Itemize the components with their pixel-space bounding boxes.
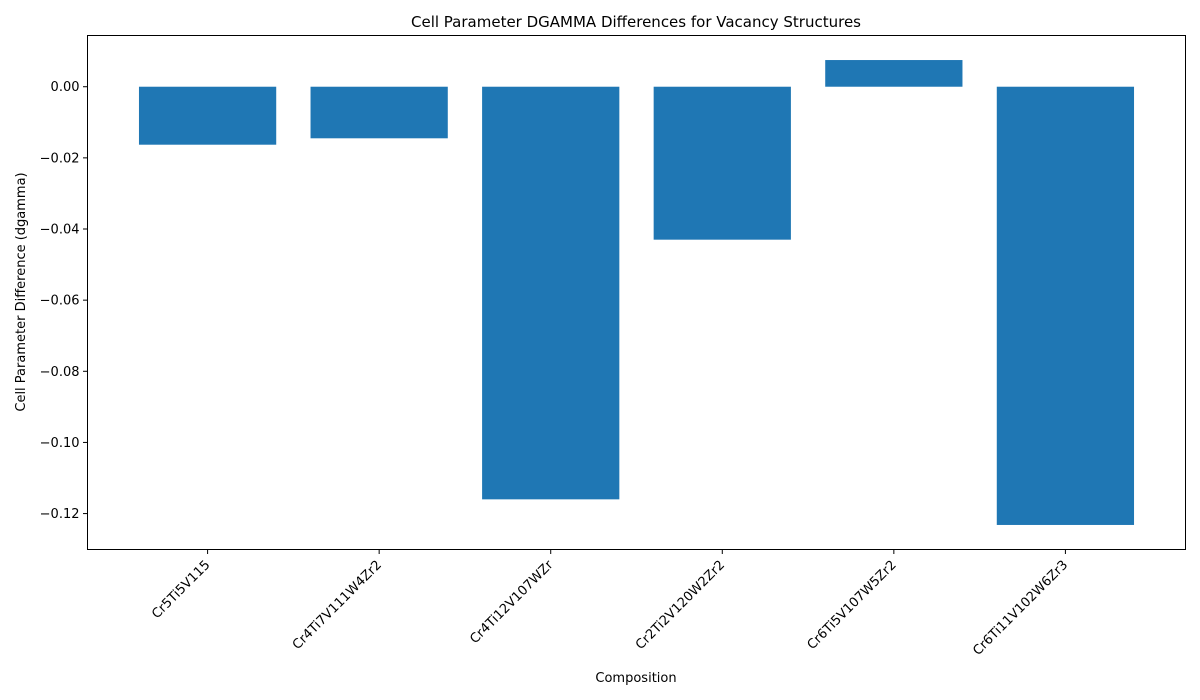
bar-cr4ti7v111w4zr2 (310, 86, 448, 139)
y-tick-label: −0.04 (40, 223, 80, 238)
x-tick-label: Cr4Ti12V107WZr (467, 557, 557, 647)
y-tick-label: −0.06 (40, 294, 80, 309)
y-tick-label: −0.10 (40, 436, 80, 451)
y-tick-label: −0.08 (40, 365, 80, 380)
bar-cr5ti5v115 (138, 86, 277, 145)
bar-cr2ti2v120w2zr2 (653, 86, 791, 240)
x-tick-label: Cr5Ti5V115 (149, 558, 213, 622)
bar-cr6ti11v102w6zr3 (996, 86, 1135, 525)
bar-cr6ti5v107w5zr2 (825, 60, 963, 87)
x-tick-label: Cr4Ti7V111W4Zr2 (290, 558, 385, 653)
plot-frame (87, 35, 1186, 550)
chart-title: Cell Parameter DGAMMA Differences for Va… (411, 13, 861, 31)
x-axis: Cr5Ti5V115 Cr4Ti7V111W4Zr2 Cr4Ti12V107WZr C… (149, 549, 1071, 659)
y-tick-label: −0.12 (40, 507, 80, 522)
x-tick-label: Cr2Ti2V120W2Zr2 (633, 558, 728, 653)
x-tick-label: Cr6Ti11V102W6Zr3 (970, 558, 1071, 659)
bars-layer (138, 60, 1135, 525)
x-axis-label: Composition (595, 671, 676, 686)
y-axis-label: Cell Parameter Difference (dgamma) (14, 172, 29, 411)
y-axis: 0.00 −0.02 −0.04 −0.06 −0.08 −0.10 −0.12 (40, 80, 88, 522)
y-tick-label: 0.00 (51, 80, 80, 95)
bar-cr4ti12v107wzr (482, 86, 620, 500)
y-tick-label: −0.02 (40, 151, 80, 166)
x-tick-label: Cr6Ti5V107W5Zr2 (805, 558, 900, 653)
